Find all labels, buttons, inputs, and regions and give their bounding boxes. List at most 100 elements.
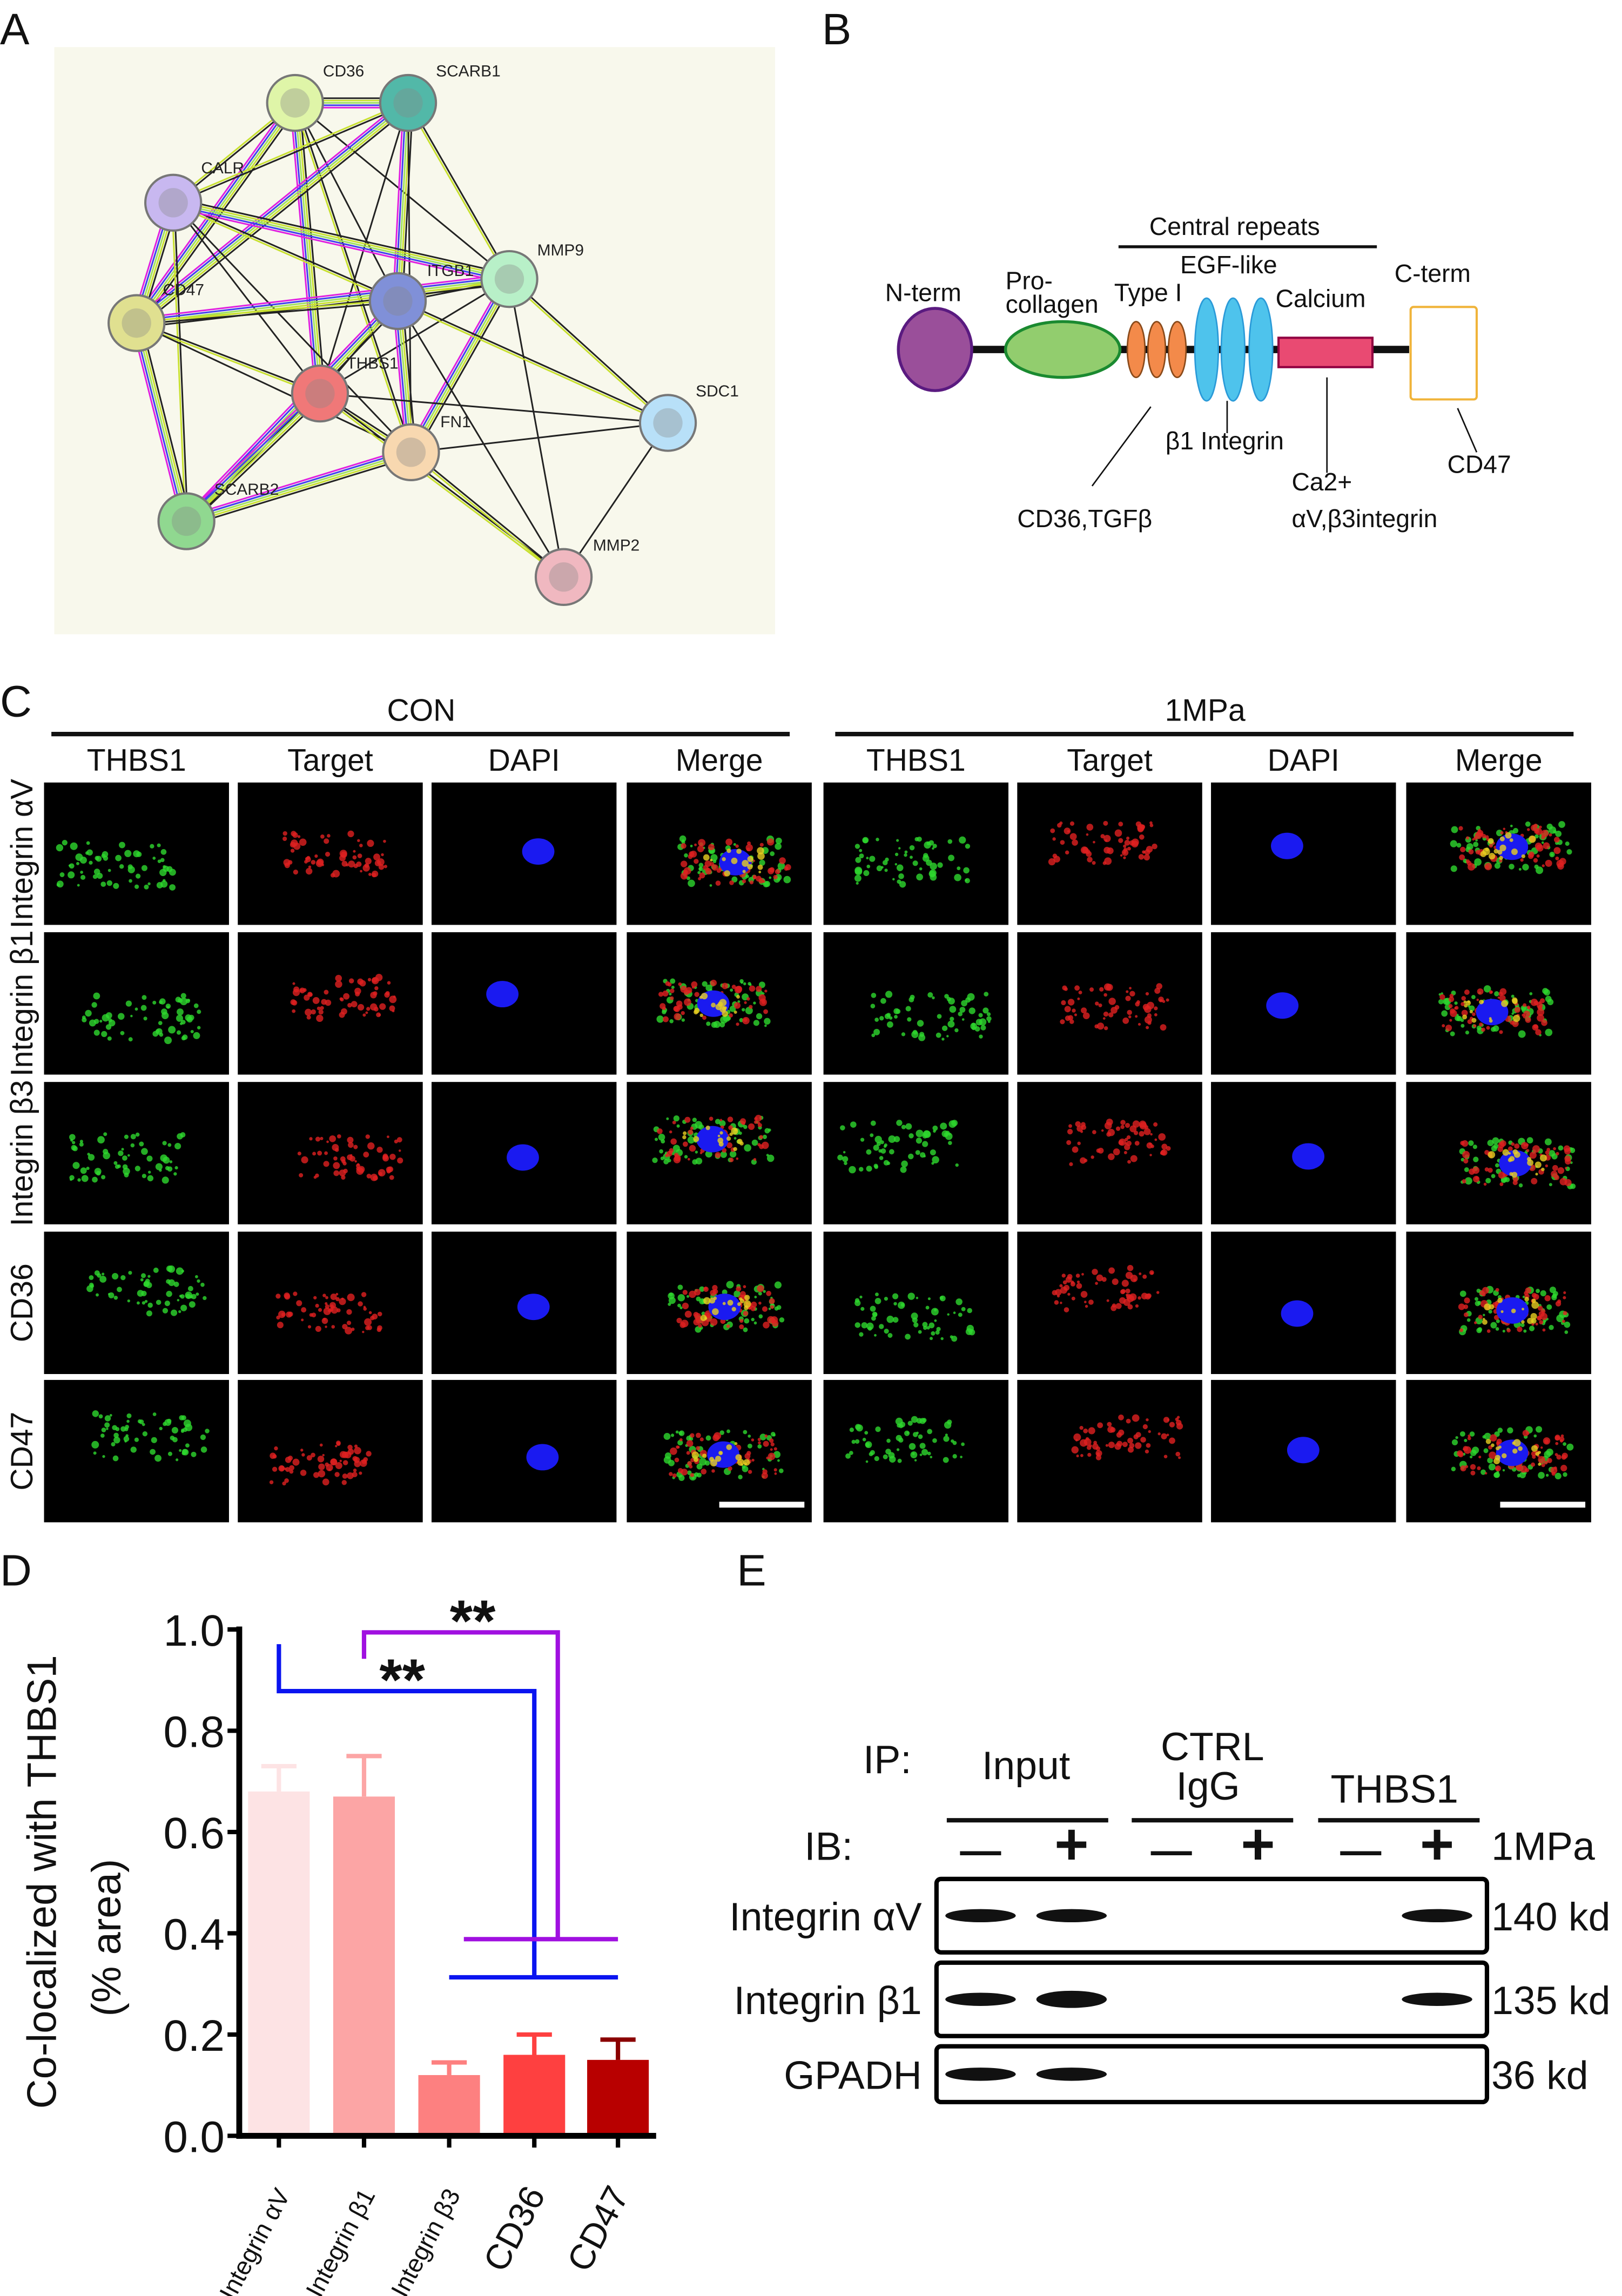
network-edge (136, 278, 510, 324)
network-edge (133, 98, 406, 320)
network-edge (173, 200, 399, 301)
network-background (54, 47, 775, 635)
network-edge (410, 278, 510, 453)
network-edge (136, 299, 398, 323)
micrograph (1017, 932, 1202, 1075)
micrograph (44, 1231, 229, 1375)
micrograph (44, 1082, 229, 1224)
domain-diagram: Central repeats EGF-like N-term Pro- col… (885, 212, 1511, 533)
network-edge (508, 279, 668, 425)
node-circle (291, 364, 349, 423)
column-header: Target (287, 743, 373, 778)
network-edge (394, 103, 407, 301)
micrograph (238, 1231, 423, 1375)
blot-band (1036, 2068, 1107, 2081)
plus-sign: + (1241, 1812, 1275, 1877)
ip-label: IP: (863, 1738, 912, 1782)
collagen-label: collagen (1006, 290, 1099, 318)
node-circle (379, 73, 438, 132)
blot-protein-label: Integrin β1 (734, 1978, 922, 2023)
node-circle (107, 294, 166, 352)
column-header: Merge (676, 743, 763, 778)
colocalization-bar-chart: 0.0 0.2 0.4 0.6 0.8 1.0 Integrin αV Integrin β1… (19, 1589, 656, 2296)
row-label: Integrin αV (5, 779, 39, 928)
network-edge (133, 323, 185, 522)
network-edge (294, 102, 399, 302)
network-edge (189, 396, 324, 526)
protein-structure-icon (305, 379, 335, 408)
panel-label-c: C (0, 677, 32, 726)
micrograph (238, 1082, 423, 1224)
protein-structure-icon (122, 308, 151, 338)
node-label: CD47 (163, 281, 204, 299)
network-edge (187, 456, 413, 527)
blot-membrane (934, 2044, 1490, 2105)
node-circle (144, 173, 203, 232)
immunofluorescence-grid: CON 1MPa THBS1 Target DAPI Merge THBS1 Target… (5, 693, 1591, 1523)
protein-structure-icon (494, 264, 524, 294)
network-edge (172, 101, 408, 203)
bar (503, 2055, 566, 2133)
network-edge (173, 103, 409, 205)
protein-structure-icon (653, 408, 683, 438)
minus-sign: — (960, 1828, 1001, 1874)
beta1-integrin-label: β1 Integrin (1166, 427, 1284, 455)
network-edge (508, 279, 565, 577)
calcium-label: Calcium (1276, 284, 1366, 312)
network-edge (134, 100, 407, 322)
network-edge (136, 322, 187, 522)
network-edge (137, 104, 410, 326)
network-edge (186, 451, 412, 522)
network-edge (406, 103, 509, 280)
column-header: Target (1067, 743, 1153, 778)
central-repeats-label: Central repeats (1149, 212, 1320, 240)
network-edge (131, 324, 183, 523)
y-tick-label: 0.0 (163, 2112, 224, 2162)
row-label: Integrin β3 (5, 1080, 39, 1227)
micrograph (1406, 782, 1591, 925)
cd36-tgfb-label: CD36,TGFβ (1017, 504, 1152, 533)
micrograph (1406, 932, 1591, 1075)
network-edge (297, 103, 324, 394)
network-edge (183, 389, 318, 519)
network-edge (173, 201, 510, 280)
minus-sign: — (1151, 1828, 1193, 1874)
node-label: ITGB1 (427, 262, 474, 280)
minus-sign: — (1340, 1828, 1382, 1874)
micrograph (1017, 1082, 1202, 1224)
bar (248, 1791, 310, 2133)
row-label: CD47 (5, 1412, 39, 1491)
network-edge (185, 449, 411, 520)
micrograph (431, 1379, 617, 1523)
network-node: SCARB2 (157, 481, 279, 550)
network-node: SCARB1 (379, 63, 501, 132)
blot-row: Integrin β1 135 kd (734, 1960, 1610, 2038)
micrograph (1211, 932, 1396, 1075)
protein-structure-icon (383, 286, 413, 316)
blot-band (1036, 1990, 1107, 2008)
blot-band (945, 1992, 1016, 2006)
node-label: MMP9 (537, 241, 584, 259)
cd36-pointer (1091, 406, 1152, 487)
node-label: FN1 (440, 413, 470, 431)
node-circle (266, 73, 324, 132)
scale-bar (1500, 1502, 1586, 1508)
calcium-domain (1277, 336, 1374, 368)
network-edge (187, 394, 322, 524)
node-circle (368, 272, 427, 331)
x-tick-label: Integrin αV (214, 2184, 295, 2296)
row-label: CD36 (5, 1263, 39, 1342)
micrograph (238, 782, 423, 925)
blot-membrane (934, 1960, 1490, 2038)
node-circle (382, 423, 440, 482)
network-edge (392, 103, 405, 301)
blot-protein-label: Integrin αV (729, 1895, 921, 1939)
network-edge (414, 281, 514, 455)
network-edge (136, 321, 321, 393)
network-edge (186, 393, 321, 522)
y-axis-label: Co-localized with THBS1 (19, 1655, 65, 2109)
micrograph (431, 1231, 617, 1375)
plus-sign: + (1420, 1812, 1454, 1877)
ip-group-input: Input (982, 1743, 1070, 1788)
network-edge (184, 391, 319, 521)
